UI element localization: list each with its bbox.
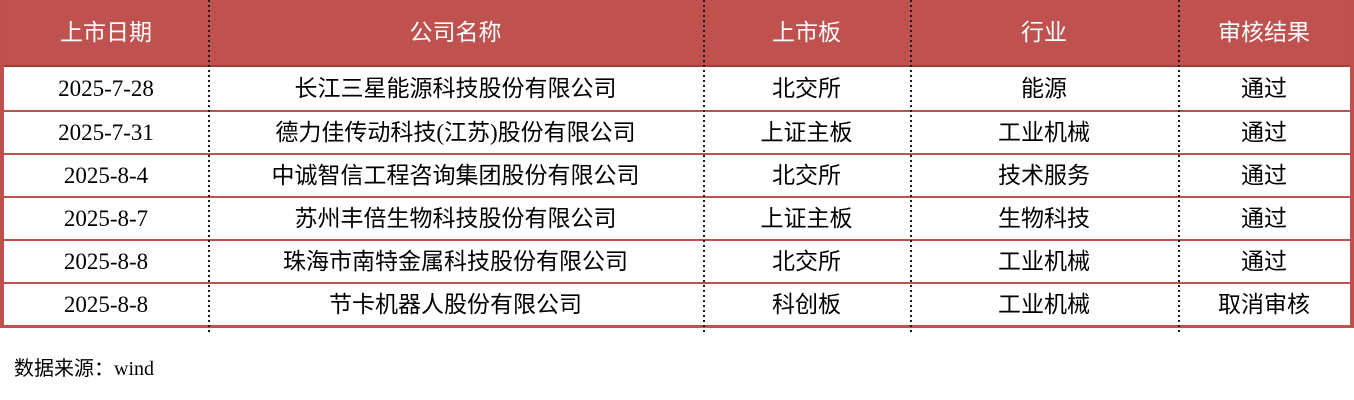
table-cell: 通过 [1241,206,1287,231]
table-cell: 工业机械 [998,292,1090,317]
table-header-row: 上市日期 公司名称 上市板 行业 审核结果 [4,0,1350,67]
table-cell: 苏州丰倍生物科技股份有限公司 [294,206,617,231]
table-cell: 2025-7-31 [58,120,154,145]
data-source-note: 数据来源：wind [14,358,154,380]
table-row: 2025-8-4 中诚智信工程咨询集团股份有限公司 北交所 技术服务 通过 [4,153,1350,196]
header-review-result: 审核结果 [1218,20,1310,45]
table-cell: 技术服务 [998,163,1090,188]
table-body: 2025-7-28 长江三星能源科技股份有限公司 北交所 能源 通过 2025-7-31 德… [4,67,1350,325]
table-row: 2025-7-28 长江三星能源科技股份有限公司 北交所 能源 通过 [4,67,1350,110]
table-cell: 北交所 [772,163,841,188]
table-cell: 中诚智信工程咨询集团股份有限公司 [271,163,640,188]
table-cell: 2025-7-28 [58,76,154,101]
table-row: 2025-8-7 苏州丰倍生物科技股份有限公司 上证主板 生物科技 通过 [4,196,1350,239]
table-row: 2025-8-8 节卡机器人股份有限公司 科创板 工业机械 取消审核 [4,282,1350,325]
table-cell: 上证主板 [760,206,853,231]
table-cell: 2025-8-7 [63,206,149,231]
table-cell: 通过 [1241,76,1287,101]
table-cell: 取消审核 [1218,292,1310,317]
table-cell: 生物科技 [998,206,1090,231]
table-cell: 通过 [1241,249,1287,274]
ipo-review-table: 上市日期 公司名称 上市板 行业 审核结果 2025-7-28 长江三星能源科技股… [0,0,1354,335]
table-cell: 能源 [1021,76,1067,101]
table-cell: 2025-8-8 [63,292,149,317]
table-cell: 工业机械 [998,120,1090,145]
header-company-name: 公司名称 [409,20,502,45]
header-listing-board: 上市板 [772,20,841,45]
table-cell: 2025-8-8 [63,249,149,274]
table-cell: 节卡机器人股份有限公司 [329,292,582,317]
header-industry: 行业 [1021,20,1067,45]
table-cell: 北交所 [772,76,841,101]
table-cell: 德力佳传动科技(江苏)股份有限公司 [275,120,636,145]
table-cell: 珠海市南特金属科技股份有限公司 [283,249,628,274]
table-row: 2025-7-31 德力佳传动科技(江苏)股份有限公司 上证主板 工业机械 通过 [4,110,1350,153]
table-cell: 上证主板 [760,120,853,145]
header-listing-date: 上市日期 [60,20,152,45]
table-cell: 工业机械 [998,249,1090,274]
table-row: 2025-8-8 珠海市南特金属科技股份有限公司 北交所 工业机械 通过 [4,239,1350,282]
table-cell: 长江三星能源科技股份有限公司 [294,76,617,101]
table-cell: 通过 [1241,120,1287,145]
table-cell: 通过 [1241,163,1287,188]
table-cell: 科创板 [772,292,841,317]
table-cell: 北交所 [772,249,841,274]
table-cell: 2025-8-4 [63,163,149,188]
